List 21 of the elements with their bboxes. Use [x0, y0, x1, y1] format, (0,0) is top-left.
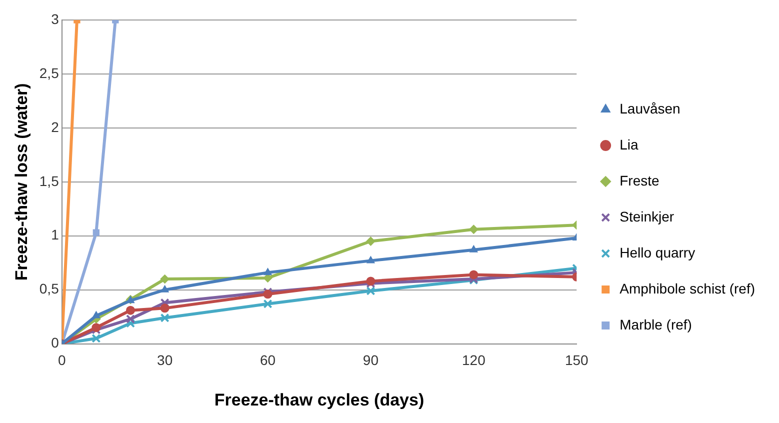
y-tick-label: 0,5 — [39, 280, 60, 297]
x-tick-label: 90 — [362, 352, 379, 368]
legend-label: Marble (ref) — [620, 316, 692, 332]
y-tick-label: 1,5 — [39, 172, 60, 189]
x-tick-label: 60 — [260, 352, 276, 368]
x-tick-label: 30 — [157, 352, 173, 368]
legend-label: Hello quarry — [620, 244, 696, 260]
y-tick-label: 3 — [51, 10, 60, 27]
x-tick-label: 120 — [462, 352, 486, 368]
y-tick-label: 2,5 — [39, 64, 60, 81]
x-axis-title: Freeze-thaw cycles (days) — [214, 390, 424, 410]
legend-label: Amphibole schist (ref) — [620, 280, 756, 296]
legend-label: Steinkjer — [620, 208, 674, 224]
legend-label: Lia — [620, 136, 639, 152]
legend-label: Freste — [620, 172, 660, 188]
y-tick-label: 1 — [51, 226, 60, 243]
y-axis-title: Freeze-thaw loss (water) — [12, 83, 31, 281]
y-tick-label: 2 — [51, 118, 60, 135]
x-tick-label: 150 — [564, 352, 589, 368]
legend-label: Lauvåsen — [620, 100, 680, 116]
y-tick-label: 0 — [51, 334, 60, 351]
